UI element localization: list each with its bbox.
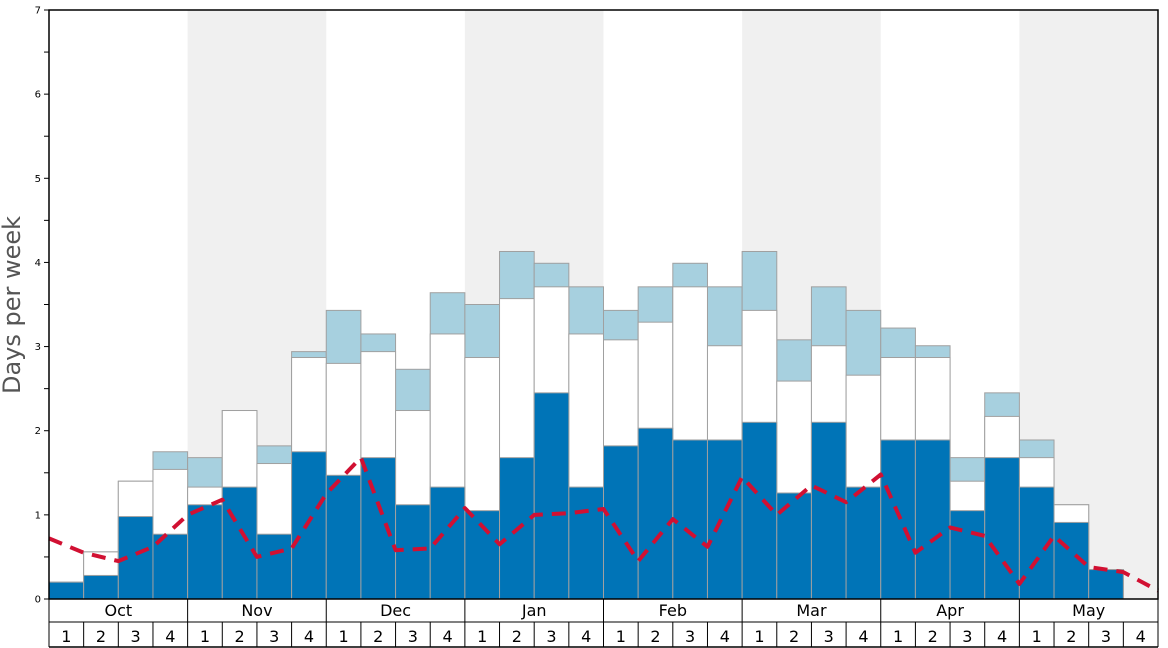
bar-base-28 xyxy=(984,457,1020,600)
bar-base-23 xyxy=(810,421,847,600)
week-label: 1 xyxy=(61,627,71,646)
week-label: 2 xyxy=(650,627,660,646)
bars xyxy=(48,250,1124,600)
bar-base-10 xyxy=(360,457,397,600)
bar-base-27 xyxy=(949,510,986,600)
y-tick-label: 4 xyxy=(35,258,41,269)
week-label: 4 xyxy=(997,627,1007,646)
week-label: 3 xyxy=(685,627,695,646)
bar-base-24 xyxy=(845,486,882,600)
week-label: 3 xyxy=(1101,627,1111,646)
bar-base-16 xyxy=(568,486,604,600)
y-ticks: 0 1 2 3 4 5 6 7 xyxy=(35,6,49,606)
week-label: 4 xyxy=(720,627,730,646)
week-label: 4 xyxy=(304,627,314,646)
bar-base-20 xyxy=(706,439,743,600)
week-label: 1 xyxy=(893,627,903,646)
week-label: 4 xyxy=(1136,627,1146,646)
bar-base-5 xyxy=(187,504,223,600)
week-label: 4 xyxy=(858,627,868,646)
bar-base-17 xyxy=(603,445,639,600)
week-label: 1 xyxy=(754,627,764,646)
y-tick-label: 1 xyxy=(35,510,41,521)
week-label: 2 xyxy=(789,627,799,646)
week-label: 3 xyxy=(546,627,556,646)
month-label-nov: Nov xyxy=(241,601,272,620)
bar-base-19 xyxy=(672,439,708,600)
month-label-oct: Oct xyxy=(104,601,132,620)
bar-base-7 xyxy=(256,533,293,600)
bar-base-31 xyxy=(1088,569,1124,600)
bar-base-2 xyxy=(83,574,119,600)
y-tick-label: 0 xyxy=(35,595,41,606)
week-label: 4 xyxy=(165,627,175,646)
bar-base-25 xyxy=(880,439,916,600)
week-label: 2 xyxy=(928,627,938,646)
bar-base-1 xyxy=(48,581,85,600)
week-label: 2 xyxy=(373,627,383,646)
bar-base-21 xyxy=(741,421,778,600)
bar-base-14 xyxy=(499,457,535,600)
bar-base-9 xyxy=(325,474,362,600)
month-label-apr: Apr xyxy=(936,601,964,620)
trend-line xyxy=(48,455,1159,593)
y-tick-label: 2 xyxy=(35,426,41,437)
y-axis-title: Days per week xyxy=(0,216,26,394)
week-label: 2 xyxy=(512,627,522,646)
week-label: 2 xyxy=(96,627,106,646)
week-label: 3 xyxy=(962,627,972,646)
y-tick-label: 6 xyxy=(35,90,41,101)
bar-base-4 xyxy=(152,533,189,600)
week-label: 1 xyxy=(1032,627,1042,646)
week-label: 3 xyxy=(824,627,834,646)
y-tick-label: 5 xyxy=(35,174,41,185)
y-tick-label: 3 xyxy=(35,342,41,353)
week-label: 1 xyxy=(200,627,210,646)
week-label: 3 xyxy=(408,627,418,646)
bar-base-6 xyxy=(221,486,258,600)
week-label: 1 xyxy=(616,627,626,646)
month-label-feb: Feb xyxy=(659,601,687,620)
bar-base-8 xyxy=(291,451,327,600)
week-label: 2 xyxy=(235,627,245,646)
month-label-may: May xyxy=(1072,601,1105,620)
month-label-dec: Dec xyxy=(380,601,411,620)
week-label: 4 xyxy=(442,627,452,646)
week-label: 1 xyxy=(338,627,348,646)
week-label: 3 xyxy=(131,627,141,646)
month-label-jan: Jan xyxy=(521,601,547,620)
trend-line-path xyxy=(48,455,1159,593)
week-label: 2 xyxy=(1066,627,1076,646)
bar-base-26 xyxy=(914,439,951,600)
bar-base-18 xyxy=(637,427,674,600)
week-label: 1 xyxy=(477,627,487,646)
bar-base-15 xyxy=(533,392,570,600)
x-axis: Oct Nov Dec Jan Feb Mar Apr May 1 2 3 4 1 2 3 4 1 2 3 4 1 2 3 4… xyxy=(48,599,1159,648)
month-label-mar: Mar xyxy=(796,601,827,620)
y-tick-label: 7 xyxy=(35,6,41,17)
week-label: 4 xyxy=(581,627,591,646)
week-label: 3 xyxy=(269,627,279,646)
